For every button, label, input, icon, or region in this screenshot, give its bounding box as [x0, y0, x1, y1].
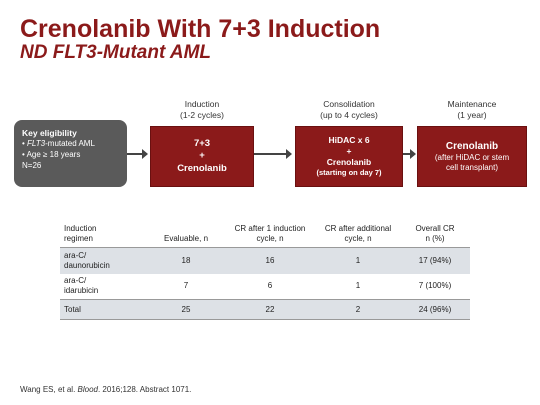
cell-regimen: ara-C/idarubicin: [64, 276, 99, 296]
induction-line-2: Crenolanib: [177, 162, 227, 174]
consolidation-phase-label: Consolidation (up to 4 cycles): [295, 99, 403, 120]
arrow-consolidation-to-maintenance: [403, 149, 416, 159]
cell-cr-first: 6: [267, 281, 273, 291]
cell-total-evaluable: 25: [148, 299, 224, 320]
arrow-eligibility-to-induction: [127, 149, 148, 159]
header-overall-cr: Overall CR n (%): [400, 222, 470, 248]
maintenance-line-2: (after HiDAC or stem: [434, 152, 510, 162]
cell-cr-first: 16: [224, 247, 316, 274]
cell-regimen: ara-C/daunorubicin: [60, 247, 148, 274]
maintenance-line-1: Crenolanib: [445, 140, 499, 152]
consolidation-line-1: HiDAC x 6: [328, 135, 370, 146]
induction-phase-label: Induction (1-2 cycles): [150, 99, 254, 120]
eligibility-heading: Key eligibility: [22, 128, 77, 138]
induction-sub: (1-2 cycles): [180, 109, 224, 120]
induction-label: Induction: [184, 99, 220, 109]
consolidation-line-3: (starting on day 7): [316, 168, 382, 178]
header-cr-additional: CR after additional cycle, n: [316, 222, 400, 248]
induction-plus: +: [199, 150, 205, 162]
cell-total-cr-first: 22: [224, 299, 316, 320]
cell-cr-additional: 1: [355, 281, 361, 291]
cell-total-cr-additional: 2: [316, 299, 400, 320]
arrow-induction-to-consolidation: [254, 149, 292, 159]
maintenance-line-3: cell transplant): [445, 163, 499, 172]
citation: Wang ES, et al. Blood. 2016;128. Abstrac…: [20, 385, 191, 394]
table-header-row: Induction regimen Evaluable, n CR after 1…: [60, 222, 470, 248]
title-line-2-prefix: ND FLT3-: [20, 42, 104, 64]
maintenance-sub: (1 year): [457, 109, 487, 120]
cell-overall-cr: 17 (94%): [400, 247, 470, 274]
consolidation-plus: +: [346, 146, 352, 157]
title-line-2: ND FLT3-Mutant AML: [20, 43, 530, 63]
maintenance-phase-label: Maintenance (1 year): [417, 99, 527, 120]
consolidation-label: Consolidation: [323, 99, 375, 109]
flt3-rest: -mutated AML: [45, 139, 95, 149]
consolidation-box: HiDAC x 6 + Crenolanib (starting on day …: [295, 126, 403, 187]
results-table: Induction regimen Evaluable, n CR after 1…: [60, 222, 470, 320]
eligibility-item-flt3: • FLT3-mutated AML: [22, 139, 95, 149]
cell-total-label: Total: [60, 299, 148, 320]
maintenance-label: Maintenance: [447, 99, 497, 109]
title-line-1: Crenolanib With 7+3 Induction: [20, 15, 381, 43]
slide-title: Crenolanib With 7+3 Induction ND FLT3-Mu…: [20, 16, 530, 63]
maintenance-box: Crenolanib (after HiDAC or stem cell tra…: [417, 126, 527, 187]
table-total-row: Total 25 22 2 24 (96%): [60, 299, 470, 320]
header-evaluable: Evaluable, n: [148, 222, 224, 248]
citation-journal: Blood: [77, 385, 98, 394]
title-line-2-italic: Mutant AML: [103, 42, 212, 64]
eligibility-box: Key eligibility • FLT3-mutated AML • Age…: [14, 120, 127, 187]
citation-suffix: . 2016;128. Abstract 1071.: [97, 385, 192, 394]
table-row: ara-C/idarubicin 7 6 1 7 (100%): [60, 274, 470, 300]
induction-box: 7+3 + Crenolanib: [150, 126, 254, 187]
age-text: Age ≥ 18 years: [26, 150, 81, 160]
header-regimen: Induction regimen: [60, 222, 148, 248]
cell-evaluable: 7: [183, 281, 189, 291]
cell-overall-cr: 7 (100%): [418, 281, 452, 291]
eligibility-n: N=26: [22, 161, 42, 171]
induction-line-1: 7+3: [193, 137, 211, 149]
consolidation-line-2: Crenolanib: [326, 157, 372, 168]
citation-prefix: Wang ES, et al.: [20, 385, 78, 394]
flt3-italic: FLT3: [27, 139, 46, 149]
cell-evaluable: 18: [148, 247, 224, 274]
header-cr-first: CR after 1 induction cycle, n: [224, 222, 316, 248]
cell-total-overall-cr: 24 (96%): [400, 299, 470, 320]
eligibility-item-age: • Age ≥ 18 years: [22, 150, 81, 160]
table-row: ara-C/daunorubicin 18 16 1 17 (94%): [60, 247, 470, 274]
cell-cr-additional: 1: [316, 247, 400, 274]
consolidation-sub: (up to 4 cycles): [320, 109, 378, 120]
